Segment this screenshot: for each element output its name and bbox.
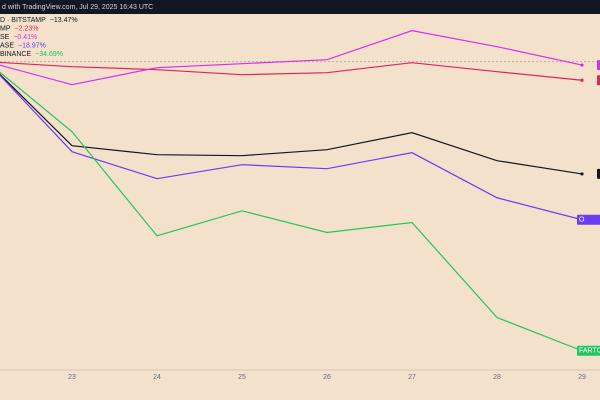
last-point	[580, 172, 584, 176]
price-tag-text: FARTCOI	[579, 348, 600, 355]
legend-value: −18.97%	[18, 42, 46, 49]
price-tag	[577, 214, 600, 225]
price-tag	[597, 168, 600, 179]
last-point	[580, 78, 584, 82]
series-line	[0, 61, 583, 81]
header-text: d with TradingView.com, Jul 29, 2025 16:…	[2, 4, 153, 11]
price-tag-text: O	[579, 217, 585, 224]
legend-name: BINANCE	[0, 51, 31, 58]
legend-name: SE	[0, 34, 10, 41]
price-tag	[597, 60, 600, 71]
series-line	[0, 30, 583, 86]
legend-value: −2.23%	[15, 25, 39, 32]
x-tick-label: 28	[493, 374, 501, 381]
legend-value: −13.47%	[50, 17, 78, 24]
legend-name: MP	[0, 25, 11, 32]
series-line	[0, 71, 583, 352]
series-line	[0, 74, 583, 221]
price-tag	[577, 345, 600, 356]
x-tick-label: 27	[408, 374, 416, 381]
price-tag	[597, 75, 600, 86]
legend-value: −0.41%	[13, 34, 37, 41]
x-tick-label: 29	[578, 374, 586, 381]
x-tick-label: 24	[153, 374, 161, 381]
legend-value: −34.69%	[35, 51, 63, 58]
legend-name: ASE	[0, 42, 14, 49]
header-bar	[0, 0, 600, 14]
legend-name: D · BITSTAMP	[0, 17, 46, 24]
series-line	[0, 73, 583, 175]
last-point	[580, 63, 584, 67]
x-tick-label: 23	[68, 374, 76, 381]
x-tick-label: 25	[238, 374, 246, 381]
x-tick-label: 26	[323, 374, 331, 381]
